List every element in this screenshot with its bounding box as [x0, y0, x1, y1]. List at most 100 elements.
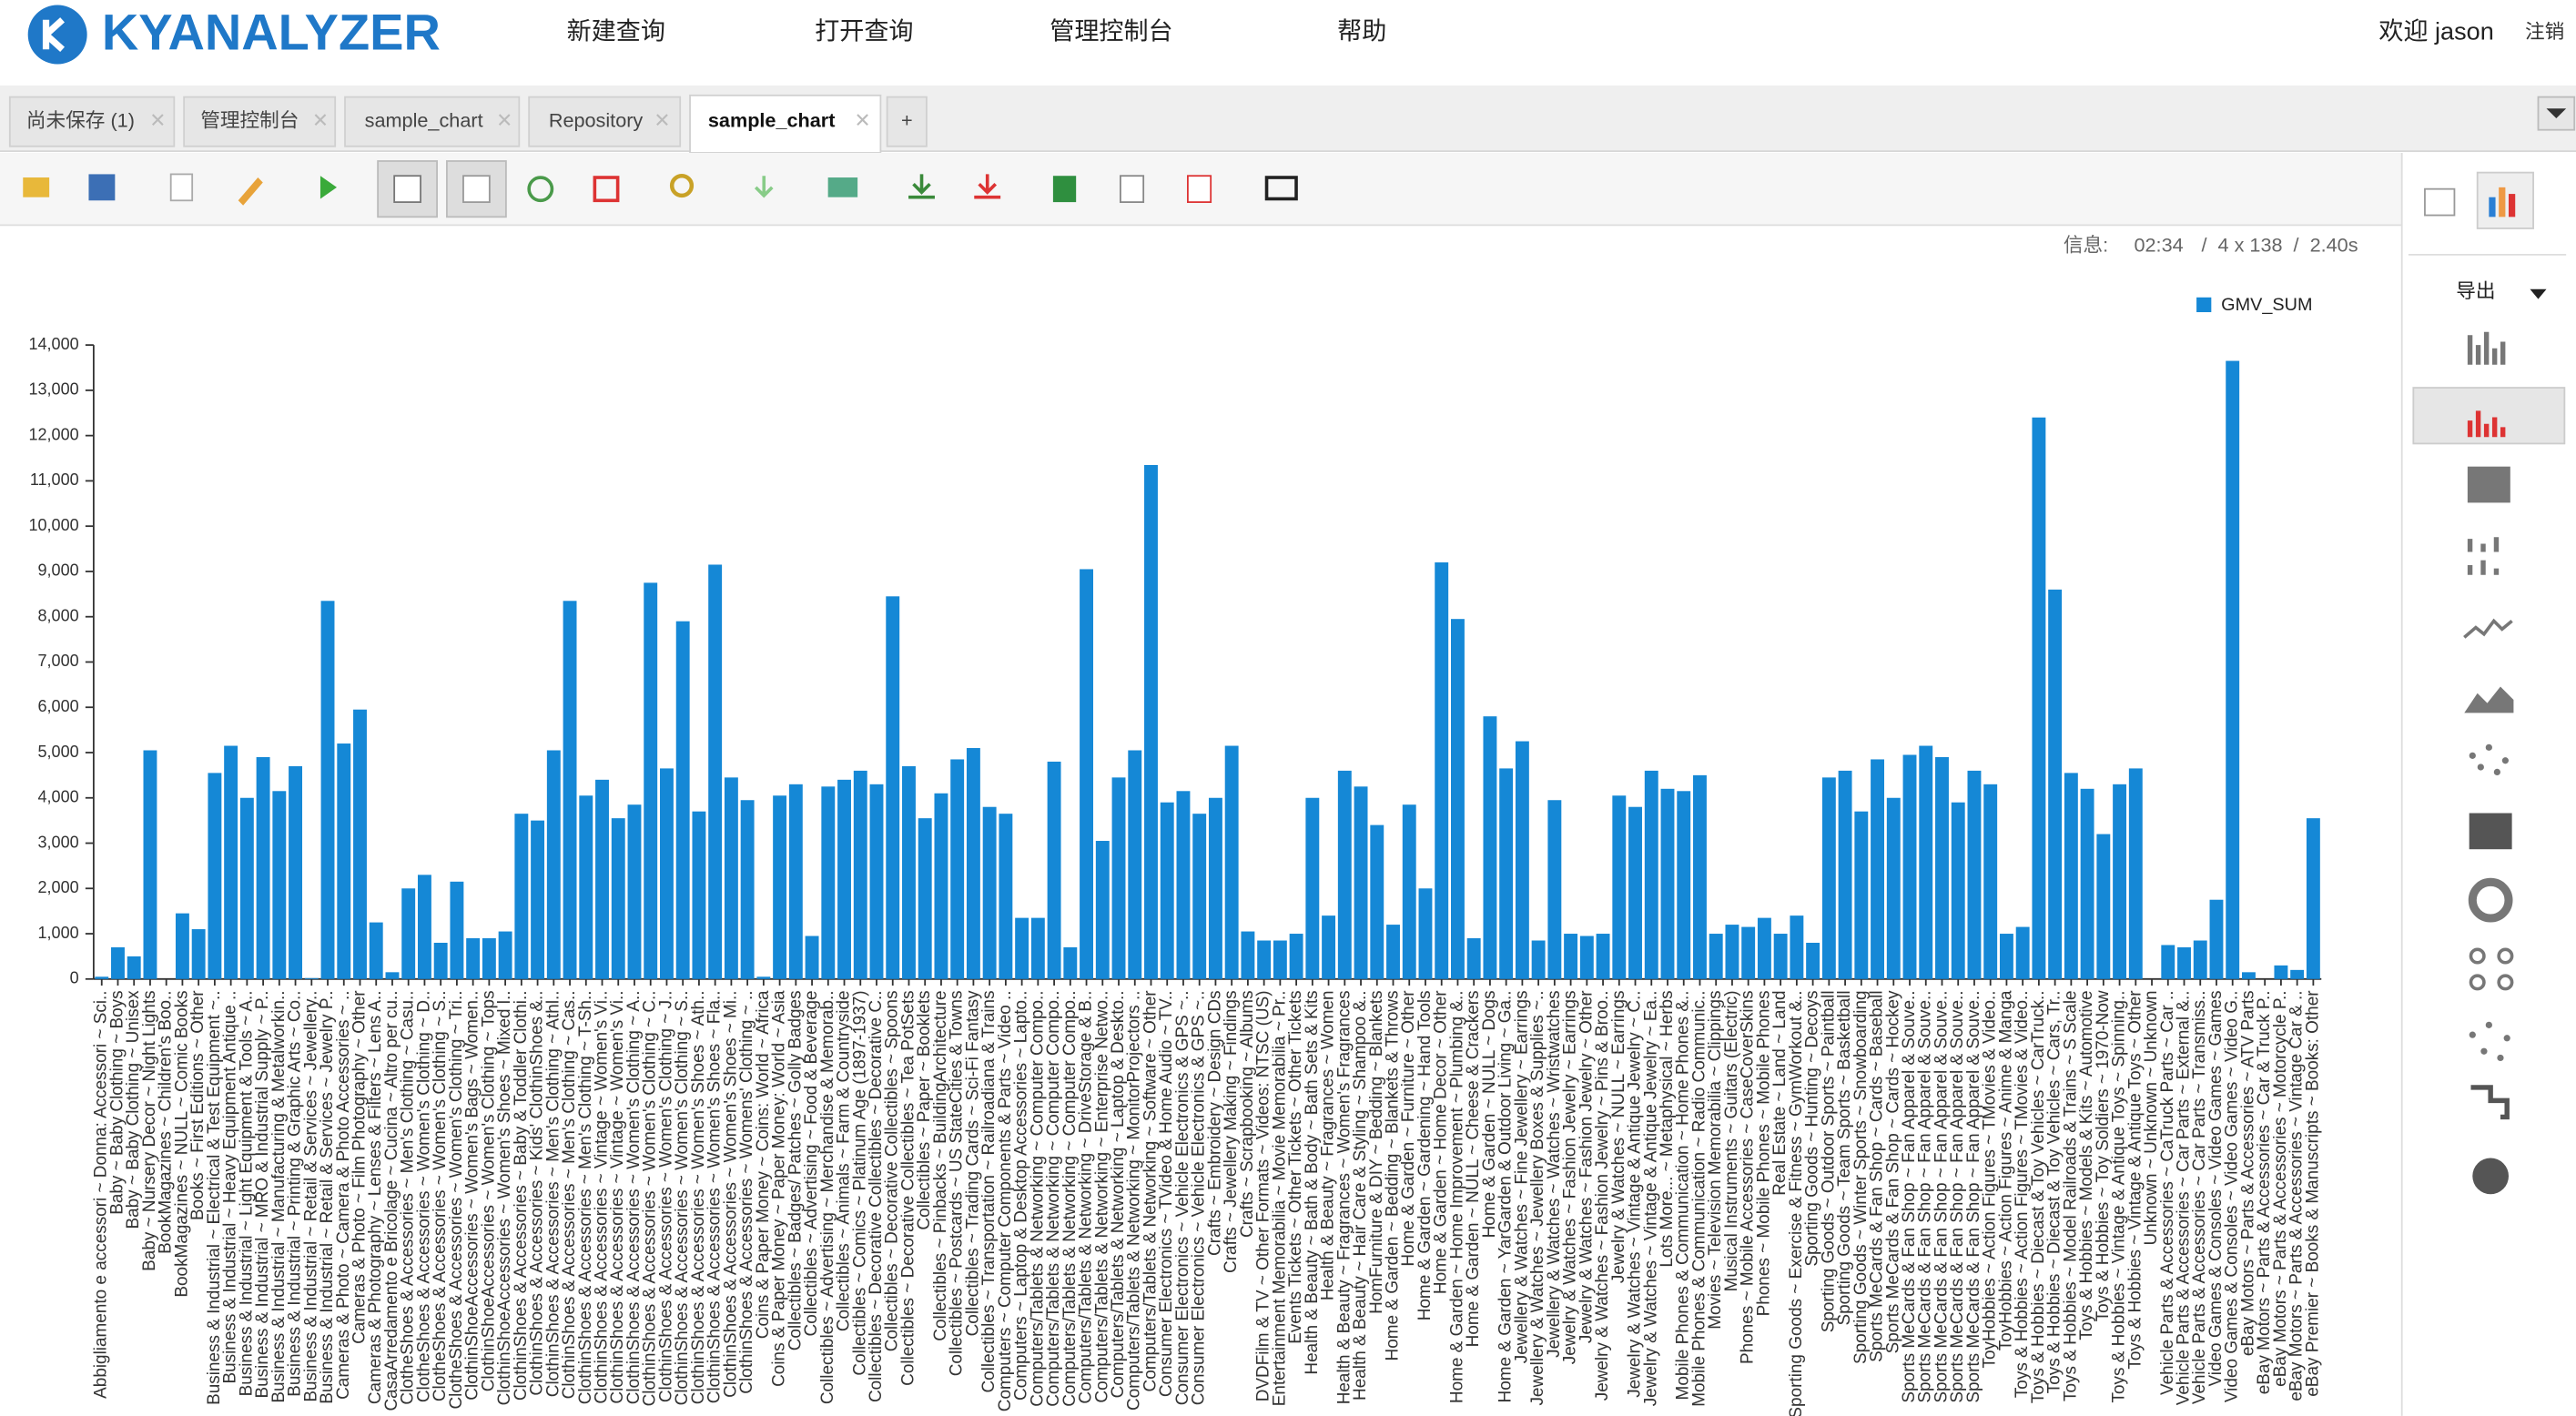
tab[interactable]	[344, 96, 521, 147]
bar	[595, 779, 609, 979]
tab-label[interactable]: 尚未保存 (1)	[26, 108, 135, 131]
x-tick-label: Consumer Electronics ~ Vehicle Electroni…	[1190, 990, 1209, 1405]
tab-close[interactable]: ✕	[312, 108, 329, 131]
x-tick-label: Jewelry & Watches ~ Vintage & Antique Je…	[1641, 990, 1660, 1406]
logo-icon	[27, 5, 87, 65]
toggle-icon	[462, 175, 491, 204]
bar	[966, 748, 980, 979]
info-label: 信息:	[2064, 234, 2108, 257]
donut-chart-type[interactable]	[2468, 877, 2513, 923]
x-tick-label: ClothinShoes & Accessories ~ Women's Sho…	[721, 990, 740, 1397]
tab-close[interactable]: ✕	[654, 108, 670, 131]
fullscreen-button[interactable]	[1264, 176, 1298, 201]
tab-label[interactable]: 管理控制台	[200, 108, 299, 131]
x-tick-label: ClothinShoes & Accessories ~ Baby & Todd…	[512, 990, 531, 1401]
x-tick-label: Collectibles ~ Pinbacks ~ BuildingArchit…	[931, 990, 950, 1340]
search-button[interactable]	[669, 173, 695, 198]
menu-item[interactable]: 帮助	[1337, 16, 1386, 45]
bar	[1241, 931, 1255, 979]
table-view-button[interactable]	[2424, 187, 2456, 217]
bar	[2128, 768, 2143, 979]
bar	[256, 756, 270, 979]
multi-chart-type[interactable]	[2467, 537, 2500, 575]
edit-button[interactable]	[238, 177, 263, 206]
tab-label[interactable]: Repository	[549, 108, 644, 131]
tab-close[interactable]: ✕	[855, 108, 871, 131]
scatter-chart-type[interactable]	[2469, 1031, 2476, 1038]
x-tick-label: Toys & Hobbies ~ Diecast & Toy Vehicles …	[2045, 990, 2064, 1393]
stacked-chart-type[interactable]	[2467, 466, 2510, 503]
open-button[interactable]	[23, 177, 50, 197]
x-tick-label: ClotheShoes & Accessories ~ Women's Clot…	[447, 990, 466, 1409]
excel-button[interactable]	[1052, 176, 1077, 203]
tab-add[interactable]	[886, 96, 928, 147]
tab[interactable]	[528, 96, 682, 147]
bar	[1741, 926, 1756, 979]
y-tick-label: 0	[70, 969, 79, 987]
bar	[2241, 972, 2256, 979]
bar	[1160, 802, 1174, 979]
bar	[1095, 841, 1110, 979]
bar	[1821, 777, 1836, 979]
legend-swatch	[2196, 297, 2212, 313]
x-tick-label: Video Games & Consoles ~ Video Games ~ G…	[2206, 990, 2226, 1386]
tab[interactable]	[8, 96, 176, 147]
new-button[interactable]	[169, 173, 194, 202]
logout[interactable]: 注销	[2525, 20, 2564, 43]
csv-button[interactable]	[1120, 175, 1145, 204]
clear-button[interactable]	[593, 176, 620, 203]
bar	[531, 820, 545, 979]
x-tick-label: BookMagazines ~ Children's Boo..	[157, 990, 176, 1253]
area-chart-type[interactable]	[2464, 686, 2514, 713]
bar	[1967, 770, 1982, 979]
bar	[756, 976, 771, 979]
bar	[1725, 925, 1739, 979]
chart-view-icon	[2489, 197, 2496, 217]
tab-label[interactable]: sample_chart	[365, 108, 483, 131]
waterfall-type[interactable]	[2470, 1085, 2510, 1120]
drill-button[interactable]	[754, 176, 774, 198]
bar	[208, 773, 222, 979]
bar-chart-type[interactable]	[2467, 410, 2506, 438]
x-tick-label: Phones ~ Mobile Accessories ~ CaseCoverS…	[1739, 990, 1758, 1364]
download-button[interactable]	[974, 174, 1001, 199]
bar	[1693, 774, 1707, 979]
y-tick-label: 4,000	[38, 788, 79, 806]
x-tick-label: Collectibles ~ Badges/ Patches ~ Golly B…	[786, 990, 805, 1350]
line-chart-type[interactable]	[2463, 618, 2513, 639]
run-button[interactable]	[319, 176, 337, 199]
swap-button[interactable]	[527, 176, 554, 203]
x-tick-label: Consumer Electronics ~ TVideo & Home Aud…	[1157, 990, 1176, 1397]
tab-active[interactable]	[689, 94, 882, 154]
tab-close[interactable]: ✕	[149, 108, 166, 131]
download-button[interactable]	[908, 174, 935, 199]
x-tick-label: Collectibles ~ Animals ~ Farm & Countrys…	[835, 990, 854, 1331]
x-tick-label: Home & Garden ~ Furniture ~ Other	[1399, 990, 1418, 1266]
menu-item[interactable]: 新建查询	[567, 16, 665, 45]
bar	[1030, 917, 1045, 979]
menu-item[interactable]: 管理控制台	[1050, 16, 1172, 45]
x-tick-label: ClothinShoes & Accessories ~ Men's Cloth…	[543, 990, 563, 1397]
pdf-button[interactable]	[1187, 175, 1212, 204]
heat-chart-type[interactable]	[2469, 813, 2512, 850]
tab-close[interactable]: ✕	[496, 108, 512, 131]
tab-menu[interactable]	[2537, 96, 2576, 131]
pie-chart-type[interactable]	[2472, 1158, 2510, 1195]
multi-pie-type[interactable]	[2469, 947, 2486, 965]
x-tick-label: Business & Industrial ~ Retail & Service…	[318, 990, 337, 1403]
bar	[272, 791, 287, 979]
x-tick-label: Sports MeCards & Fan Shop ~ Cards ~ Base…	[1868, 990, 1887, 1361]
bar	[2161, 945, 2175, 979]
bar-chart-type[interactable]	[2467, 331, 2506, 365]
export-button[interactable]	[827, 177, 858, 197]
export-label[interactable]: 导出	[2456, 279, 2495, 302]
save-button[interactable]	[88, 174, 116, 201]
tab-add-label[interactable]: +	[901, 108, 913, 131]
tab[interactable]	[183, 96, 337, 147]
x-tick-label: Sports MeCards & Fan Shop ~ Fan Apparel …	[1900, 990, 1919, 1402]
x-tick-label: Business & Industrial ~ Manufacturing & …	[269, 990, 289, 1402]
menu-item[interactable]: 打开查询	[815, 16, 913, 45]
dot-chart-type[interactable]	[2469, 752, 2476, 759]
tab-label[interactable]: sample_chart	[708, 108, 836, 131]
bar	[1273, 940, 1287, 979]
